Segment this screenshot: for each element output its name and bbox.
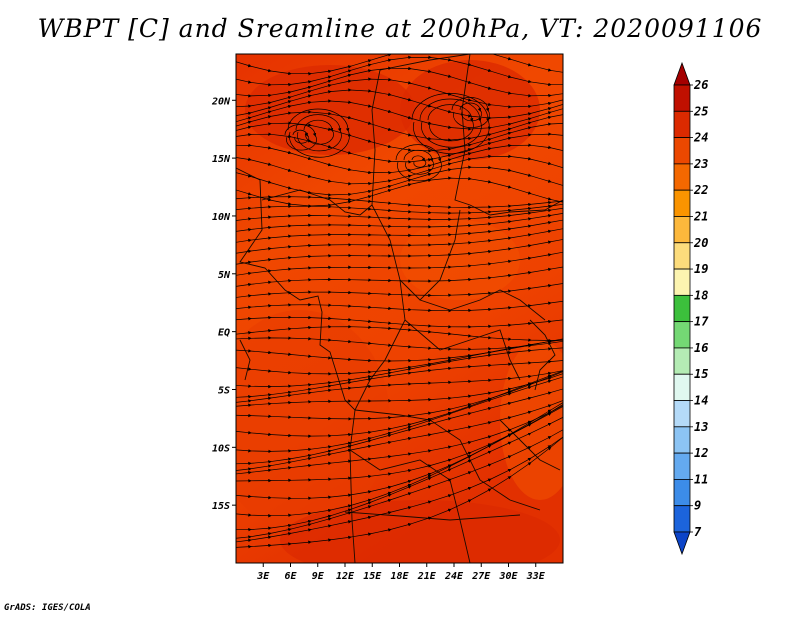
x-tick-label: 12E: [336, 571, 355, 582]
streamline: [295, 114, 342, 152]
colorbar-label: 7: [694, 525, 702, 539]
colorbar-label: 18: [694, 288, 708, 302]
streamline: [236, 283, 563, 298]
x-tick-label: 3E: [256, 571, 270, 582]
colorbar-label: 21: [693, 209, 708, 223]
colorbar-min-arrow: [673, 531, 691, 556]
map-title: WBPT [C] and Sreamline at 200hPa, VT: 20…: [37, 14, 763, 43]
colorbar-max-arrow: [673, 61, 691, 86]
colorbar-swatch: [673, 110, 691, 138]
colorbar-swatch: [673, 373, 691, 401]
colorbar-label: 23: [693, 157, 708, 171]
colorbar-swatch: [673, 84, 691, 112]
colorbar-swatch: [673, 189, 691, 217]
colorbar-label: 15: [694, 367, 708, 381]
colorbar-swatch: [673, 242, 691, 270]
colorbar-swatch: [673, 216, 691, 244]
colorbar-swatch: [673, 400, 691, 428]
y-tick-label: 5S: [218, 385, 230, 396]
colorbar-swatch: [673, 452, 691, 480]
x-tick-label: 6E: [284, 571, 297, 582]
colorbar-label: 24: [693, 131, 708, 145]
colorbar-swatch: [673, 321, 691, 349]
colorbar: 26 25 24 23 22 21 20 19 18 17 16 15 14 13 12 11 9 7: [673, 61, 709, 556]
colorbar-label: 9: [694, 499, 701, 513]
streamline: [284, 124, 317, 151]
y-tick-label: 15N: [212, 154, 231, 165]
streamlines: [236, 54, 563, 549]
colorbar-label: 16: [694, 341, 708, 355]
y-tick-label: 20N: [211, 96, 231, 107]
streamline: [236, 300, 563, 313]
colorbar-swatch: [673, 347, 691, 375]
x-tick-label: 18E: [390, 571, 409, 582]
x-tick-label: 9E: [312, 571, 325, 582]
colorbar-label: 20: [693, 236, 708, 250]
colorbar-swatch: [673, 137, 691, 165]
streamline: [287, 108, 350, 158]
streamline: [451, 97, 490, 128]
colorbar-swatch: [673, 479, 691, 507]
colorbar-swatch: [673, 163, 691, 191]
y-tick-label: EQ: [218, 328, 230, 339]
streamline: [303, 119, 334, 145]
streamline: [395, 144, 442, 182]
streamline: [411, 93, 490, 154]
colorbar-label: 14: [694, 394, 708, 408]
streamline: [236, 436, 563, 549]
streamline: [236, 266, 563, 287]
y-tick-label: 15S: [212, 501, 230, 512]
streamline: [411, 155, 427, 168]
colorbar-swatch: [673, 426, 691, 454]
x-axis: 3E 6E 9E 12E 15E 18E 21E 24E 27E 30E 33E: [256, 563, 546, 582]
y-axis: 20N 15N 10N 5N EQ 5S 10S 15S: [211, 96, 236, 512]
y-tick-label: 5N: [218, 270, 231, 281]
streamline: [459, 102, 482, 122]
x-tick-label: 27E: [471, 571, 491, 582]
x-tick-label: 33E: [526, 571, 546, 582]
x-tick-label: 15E: [363, 571, 382, 582]
colorbar-swatch: [673, 268, 691, 296]
streamline: [403, 149, 434, 175]
colorbar-label: 26: [693, 78, 708, 92]
x-tick-label: 30E: [498, 571, 518, 582]
x-tick-label: 21E: [417, 571, 437, 582]
y-tick-label: 10S: [212, 443, 230, 454]
colorbar-label: 12: [694, 446, 708, 460]
colorbar-swatch: [673, 505, 691, 533]
streamline: [419, 98, 482, 148]
colorbar-swatch: [673, 294, 691, 323]
colorbar-label: 25: [693, 104, 708, 118]
shaded-field: [236, 54, 563, 563]
streamline: [427, 104, 474, 142]
colorbar-label: 17: [694, 315, 709, 329]
colorbar-label: 19: [694, 262, 708, 276]
grads-credit: GrADS: IGES/COLA: [4, 603, 91, 613]
colorbar-label: 13: [694, 420, 708, 434]
colorbar-label: 11: [694, 472, 708, 486]
streamline: [292, 129, 310, 144]
y-tick-label: 10N: [212, 212, 231, 223]
x-tick-label: 24E: [444, 571, 464, 582]
colorbar-label: 22: [693, 183, 708, 197]
streamline: [236, 315, 563, 329]
